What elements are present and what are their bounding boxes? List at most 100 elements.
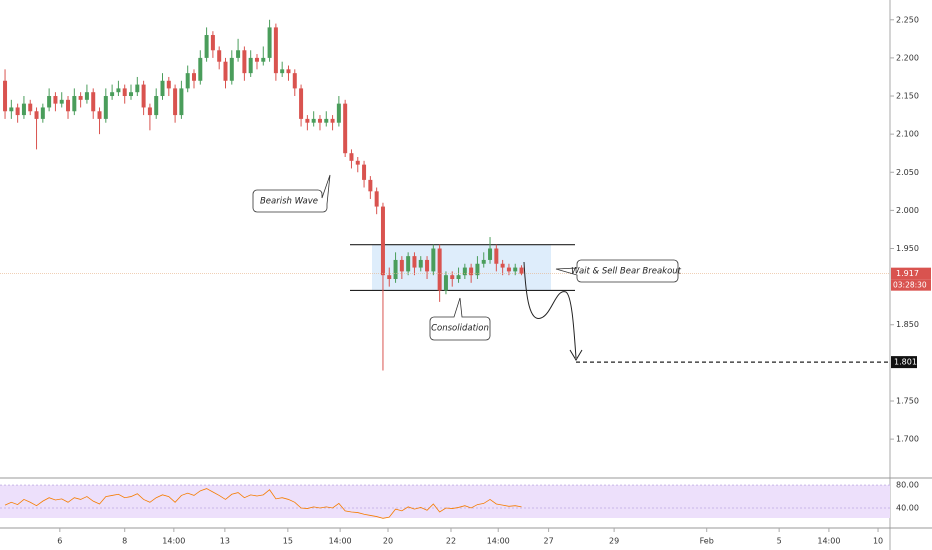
x-tick-label: Feb	[700, 537, 714, 546]
x-tick-label: 6	[57, 537, 62, 546]
y-tick-label: 2.000	[896, 206, 919, 215]
candle-body	[122, 88, 127, 97]
candle-body	[154, 96, 159, 116]
candle-body	[280, 69, 285, 74]
rsi-line	[4, 488, 522, 519]
candle-body	[362, 164, 367, 180]
x-tick-label: 20	[383, 537, 393, 546]
candle-body	[223, 61, 228, 81]
rsi-pane: 80.00 40.00	[0, 481, 919, 519]
candle-body	[475, 263, 480, 276]
candle-body	[324, 118, 329, 123]
x-tick-label: 13	[220, 537, 230, 546]
candle-body	[393, 259, 398, 280]
callout-box	[252, 174, 331, 213]
candle-body	[129, 92, 134, 97]
candle-body	[443, 275, 448, 291]
candle-body	[15, 107, 20, 116]
x-tick-label: 14:00	[817, 537, 840, 546]
countdown-label: 03:28:30	[893, 281, 927, 290]
x-tick-label: 14:00	[329, 537, 352, 546]
candle-body	[3, 80, 8, 112]
x-tick-label: 8	[122, 537, 127, 546]
candle-body	[28, 103, 33, 112]
annotation-text: Consolidation	[431, 324, 489, 334]
candle-body	[374, 191, 379, 207]
candle-body	[135, 84, 140, 93]
candle-body	[462, 267, 467, 276]
candle-body	[72, 96, 77, 112]
y-tick-label: 2.050	[896, 168, 919, 177]
price-label: 1.917	[896, 269, 919, 278]
candle-body	[387, 275, 392, 280]
candle-body	[261, 57, 266, 62]
y-tick-label: 2.150	[896, 92, 919, 101]
candle-body	[380, 206, 385, 276]
candle-body	[242, 50, 247, 74]
target-label: 1.801	[894, 358, 917, 367]
candle-body	[173, 88, 178, 116]
candle-body	[305, 118, 310, 123]
candle-body	[210, 35, 215, 51]
y-tick-label: 2.250	[896, 15, 919, 24]
x-tick-label: 15	[283, 537, 293, 546]
candle-body	[198, 57, 203, 81]
candle-body	[412, 256, 417, 268]
candle-body	[248, 57, 253, 74]
candle-body	[494, 248, 499, 264]
candle-body	[78, 96, 83, 100]
y-tick-label: 1.950	[896, 244, 919, 253]
candle-body	[191, 73, 196, 81]
candle-body	[267, 27, 272, 58]
candle-body	[399, 259, 404, 272]
candle-body	[59, 99, 64, 104]
candle-body	[343, 103, 348, 154]
y-tick-label: 1.750	[896, 396, 919, 405]
rsi-tick-label: 80.00	[896, 481, 919, 490]
price-pane: 2.250 2.200 2.150 2.100 2.050 2.000 1.950 1.850…	[0, 15, 931, 444]
candle-body	[488, 248, 493, 260]
x-tick-label: 14:00	[487, 537, 510, 546]
candle-body	[406, 256, 411, 272]
candle-body	[355, 160, 360, 165]
candle-body	[84, 92, 89, 100]
candle-body	[469, 267, 474, 276]
candle-body	[425, 259, 430, 272]
candle-body	[103, 96, 108, 119]
annotation-text: Bearish Wave	[260, 197, 318, 207]
candle-body	[513, 267, 518, 272]
annotation-text: Wait & Sell Bear Breakout	[571, 267, 682, 277]
candle-body	[317, 118, 322, 123]
candle-body	[9, 107, 14, 112]
candle-body	[418, 259, 423, 268]
y-tick-label: 1.700	[896, 435, 919, 444]
candle-body	[292, 73, 297, 89]
candle-body	[110, 92, 115, 97]
candle-body	[349, 153, 354, 161]
candle-body	[217, 50, 222, 62]
countdown-bg	[891, 279, 931, 291]
target-label-bg	[891, 356, 917, 369]
projection-path	[523, 261, 577, 359]
candle-body	[91, 92, 96, 112]
candle-body	[179, 88, 184, 116]
candle-body	[286, 69, 291, 74]
price-label-bg	[891, 267, 931, 280]
candle-body	[160, 80, 165, 97]
rsi-tick-label: 40.00	[896, 504, 919, 513]
candle-body	[66, 99, 71, 112]
y-tick-label: 2.200	[896, 53, 919, 62]
candle-body	[40, 107, 45, 119]
candle-body	[166, 80, 171, 89]
x-tick-label: 22	[446, 537, 456, 546]
candle-body	[97, 111, 102, 119]
candle-body	[368, 179, 373, 192]
candle-body	[456, 275, 461, 280]
callout-box	[555, 259, 679, 283]
candle-body	[481, 259, 486, 264]
candle-body	[311, 118, 316, 123]
candle-body	[236, 50, 241, 58]
candle-body	[450, 275, 455, 280]
candle-body	[53, 96, 58, 104]
